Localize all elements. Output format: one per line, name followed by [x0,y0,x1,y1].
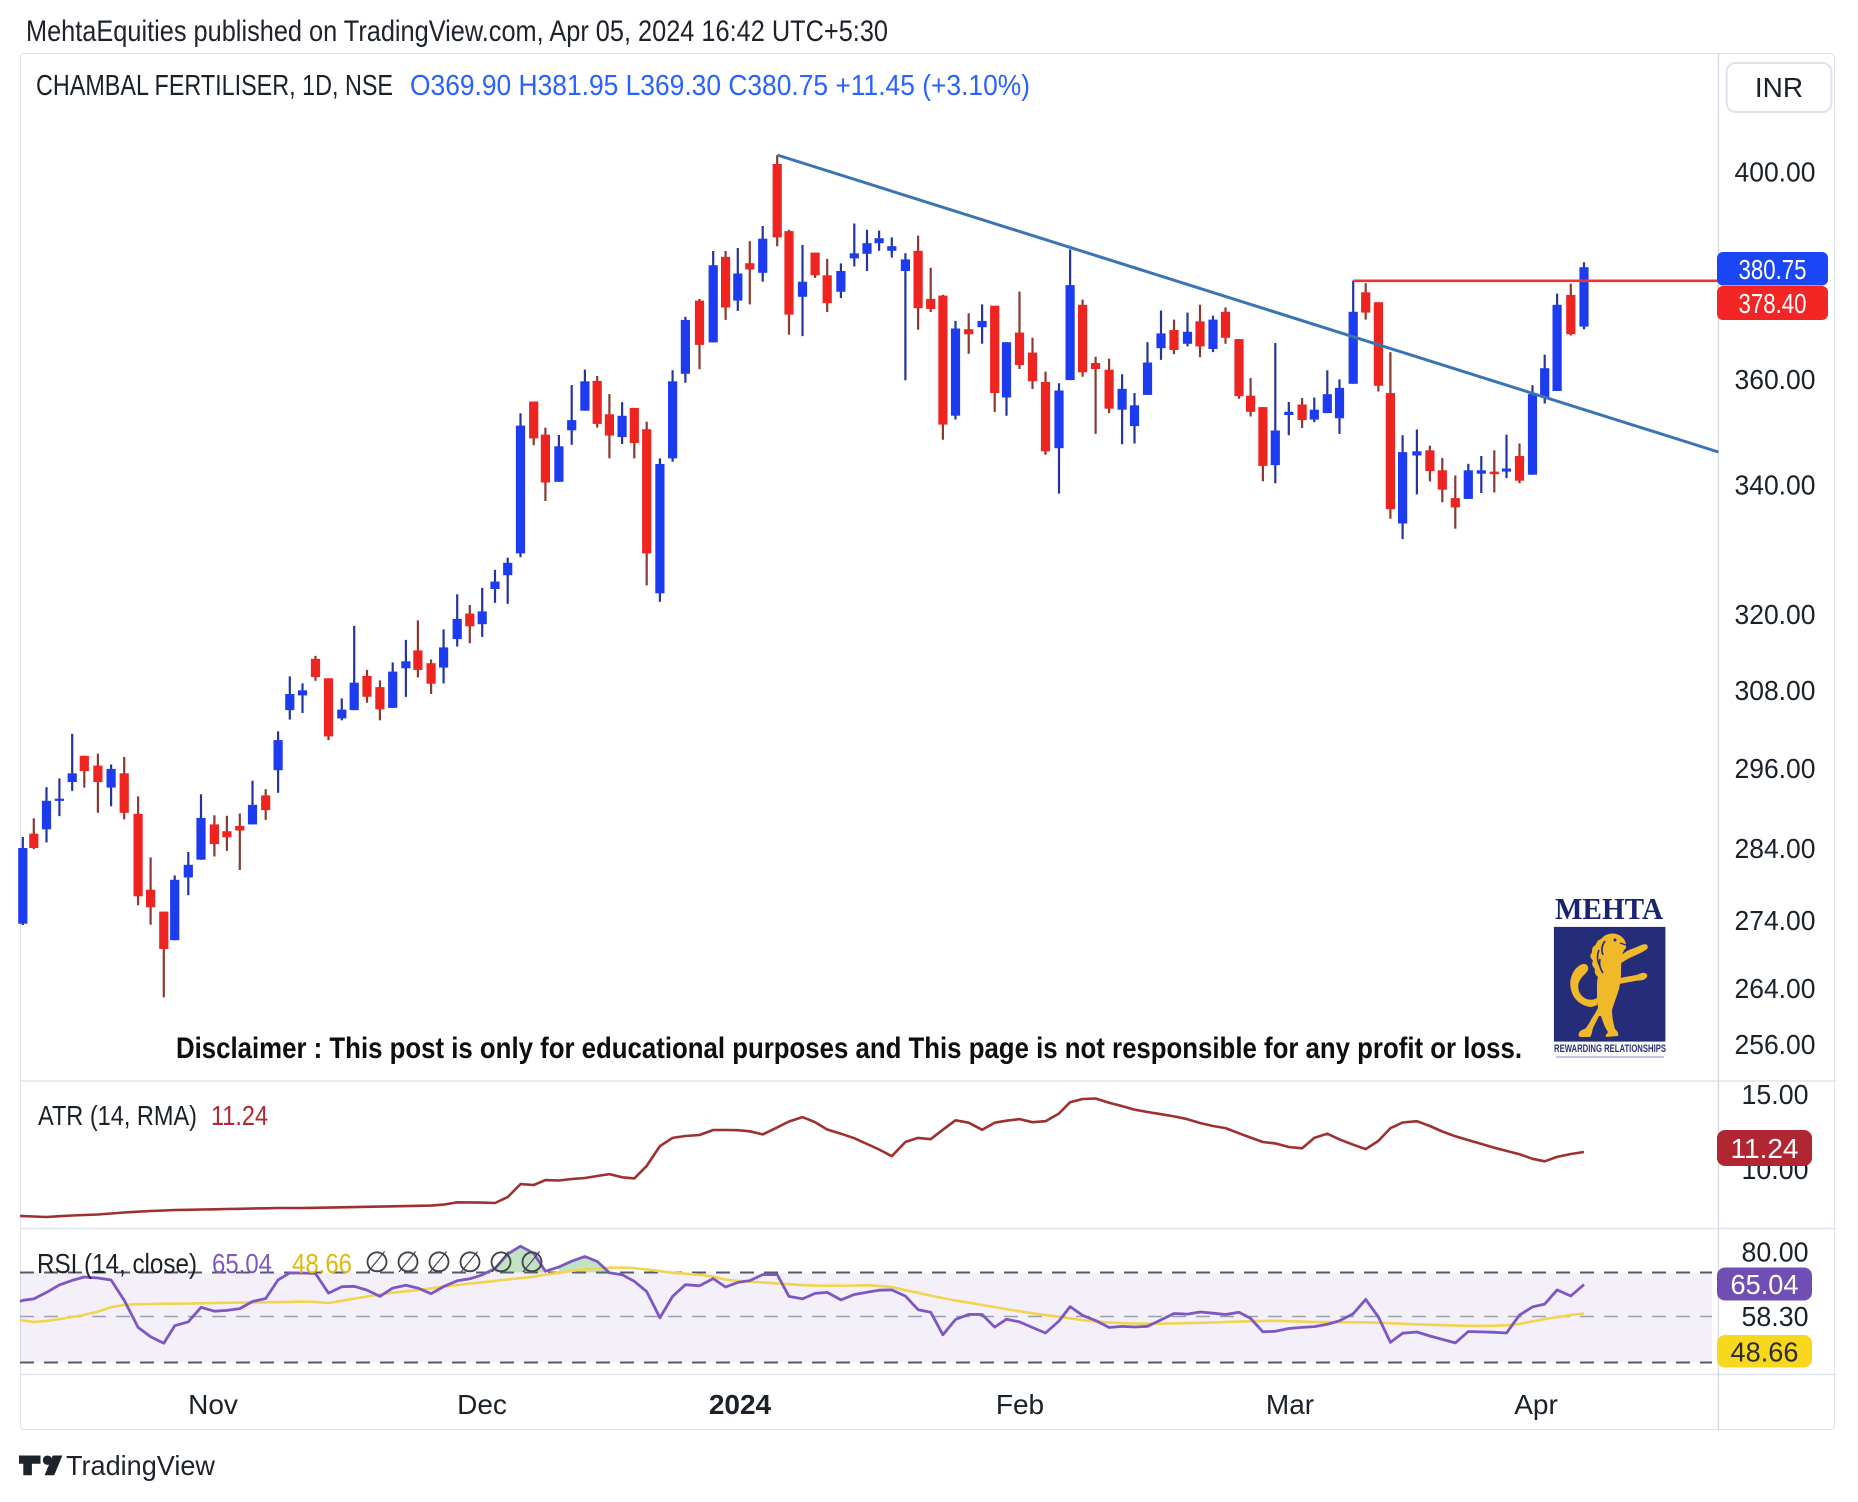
svg-text:∅: ∅ [519,1247,544,1279]
svg-text:Disclaimer : This post is only: Disclaimer : This post is only for educa… [176,1032,1522,1065]
svg-text:MEHTA: MEHTA [1555,891,1664,926]
svg-text:Apr: Apr [1514,1389,1558,1420]
svg-text:O369.90 H381.95 L369.30 C380.7: O369.90 H381.95 L369.30 C380.75 +11.45 (… [410,70,1030,102]
svg-text:360.00: 360.00 [1735,364,1816,395]
svg-text:∅: ∅ [426,1247,451,1279]
svg-text:RSI (14, close): RSI (14, close) [37,1248,197,1279]
svg-text:256.00: 256.00 [1735,1029,1816,1060]
svg-text:308.00: 308.00 [1735,675,1816,706]
svg-text:15.00: 15.00 [1742,1079,1809,1110]
svg-text:378.40: 378.40 [1739,288,1807,319]
svg-text:TradingView: TradingView [66,1450,216,1481]
svg-text:296.00: 296.00 [1735,753,1816,784]
svg-text:284.00: 284.00 [1735,833,1816,864]
svg-text:400.00: 400.00 [1735,157,1816,188]
svg-text:∅: ∅ [457,1247,482,1279]
svg-text:320.00: 320.00 [1735,599,1816,630]
svg-text:CHAMBAL FERTILISER, 1D, NSE: CHAMBAL FERTILISER, 1D, NSE [36,70,393,102]
svg-text:∅: ∅ [364,1247,389,1279]
svg-text:65.04: 65.04 [1731,1269,1799,1300]
svg-text:REWARDING RELATIONSHIPS: REWARDING RELATIONSHIPS [1554,1043,1666,1055]
svg-text:11.24: 11.24 [1731,1133,1799,1164]
svg-text:MehtaEquities published on Tra: MehtaEquities published on TradingView.c… [26,15,888,48]
svg-text:∅: ∅ [488,1247,513,1279]
svg-text:80.00: 80.00 [1742,1237,1809,1268]
svg-text:2024: 2024 [709,1389,772,1420]
svg-text:∅: ∅ [395,1247,420,1279]
svg-text:274.00: 274.00 [1735,905,1816,936]
svg-text:Mar: Mar [1266,1389,1314,1420]
svg-text:Dec: Dec [457,1389,507,1420]
svg-text:65.04: 65.04 [212,1248,272,1279]
svg-text:48.66: 48.66 [1731,1336,1799,1367]
svg-text:11.24: 11.24 [211,1100,268,1131]
svg-text:Nov: Nov [188,1389,238,1420]
svg-text:ATR (14, RMA): ATR (14, RMA) [38,1100,197,1131]
svg-text:264.00: 264.00 [1735,973,1816,1004]
svg-text:Feb: Feb [996,1389,1044,1420]
svg-text:380.75: 380.75 [1739,254,1807,285]
svg-text:340.00: 340.00 [1735,470,1816,501]
svg-text:48.66: 48.66 [292,1248,352,1279]
svg-text:INR: INR [1755,72,1803,103]
svg-text:58.30: 58.30 [1742,1301,1809,1332]
